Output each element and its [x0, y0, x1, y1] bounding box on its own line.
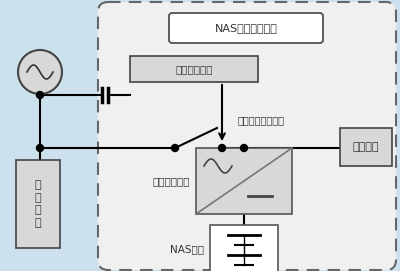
FancyBboxPatch shape [130, 56, 258, 82]
Text: NAS電池システム: NAS電池システム [214, 23, 278, 33]
Text: 高速切換スイッチ: 高速切換スイッチ [238, 115, 285, 125]
FancyBboxPatch shape [16, 160, 60, 248]
Circle shape [172, 144, 178, 151]
FancyBboxPatch shape [196, 148, 292, 214]
Text: 瞬低検出回路: 瞬低検出回路 [175, 64, 213, 74]
Text: 重要負荷: 重要負荷 [353, 142, 379, 152]
Circle shape [218, 144, 226, 151]
Circle shape [36, 144, 44, 151]
FancyBboxPatch shape [169, 13, 323, 43]
Text: 交直変換装置: 交直変換装置 [152, 176, 190, 186]
Circle shape [36, 92, 44, 98]
Text: 一
般
負
荷: 一 般 負 荷 [35, 180, 41, 228]
Circle shape [18, 50, 62, 94]
FancyBboxPatch shape [98, 2, 396, 270]
FancyBboxPatch shape [210, 225, 278, 271]
FancyBboxPatch shape [340, 128, 392, 166]
Circle shape [240, 144, 248, 151]
Text: NAS電池: NAS電池 [170, 244, 204, 254]
